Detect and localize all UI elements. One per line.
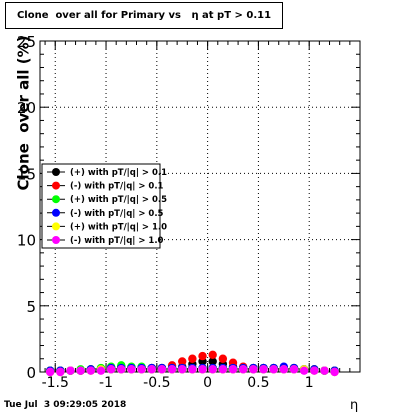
data-point	[249, 365, 258, 374]
data-point	[117, 365, 126, 374]
y-tick-label: 5	[26, 298, 36, 316]
data-point	[76, 366, 85, 375]
data-point	[320, 366, 329, 375]
legend: (+) with pT/|q| > 0.1 (-) with pT/|q| > 0…	[41, 163, 167, 249]
data-point	[289, 365, 299, 374]
x-tick-label: -1	[99, 375, 113, 391]
grid-lines	[40, 41, 360, 372]
y-tick-label: 20	[17, 99, 36, 117]
legend-label: (+) with pT/|q| > 0.5	[70, 195, 167, 205]
legend-label: (-) with pT/|q| > 0.5	[70, 209, 164, 219]
data-point	[147, 365, 156, 374]
data-point	[299, 366, 309, 375]
data-point	[218, 365, 228, 374]
data-point	[208, 357, 217, 366]
data-point	[188, 354, 197, 363]
chart-title: Clone over all for Primary vs η at pT > …	[5, 2, 283, 29]
data-point	[279, 365, 289, 374]
data-point	[86, 366, 95, 375]
x-tick-label: -0.5	[143, 375, 170, 391]
x-tick-label: 1	[305, 375, 314, 391]
data-point	[137, 365, 146, 374]
legend-marker	[52, 168, 60, 176]
x-axis-label: η	[350, 398, 359, 413]
x-tick-label: 0.5	[247, 375, 269, 391]
data-point	[178, 357, 187, 366]
data-point	[330, 367, 339, 377]
series-6	[45, 365, 339, 377]
data-point	[188, 365, 197, 374]
legend-marker	[52, 208, 60, 217]
legend-marker	[52, 195, 60, 204]
timestamp: Tue Jul 3 09:29:05 2018	[4, 400, 127, 410]
data-points	[45, 350, 339, 377]
data-point	[167, 365, 177, 374]
data-point	[178, 365, 187, 374]
data-point	[106, 365, 116, 374]
data-point	[56, 367, 65, 377]
data-point	[66, 366, 75, 375]
data-point	[269, 365, 278, 374]
data-point	[310, 366, 319, 375]
y-tick-label: 15	[17, 165, 36, 183]
data-point	[238, 365, 248, 374]
x-tick-label: -1.5	[42, 375, 69, 391]
data-point	[45, 367, 55, 377]
y-tick-label: 10	[17, 232, 36, 250]
y-axis-label: Clone over all (%)	[14, 35, 32, 191]
legend-label: (+) with pT/|q| > 1.0	[70, 222, 167, 232]
legend-label: (+) with pT/|q| > 0.1	[70, 168, 167, 178]
y-tick-label: 0	[26, 364, 36, 382]
data-point	[218, 354, 228, 363]
data-point	[157, 365, 167, 374]
legend-label: (-) with pT/|q| > 0.1	[70, 182, 164, 192]
legend-marker	[52, 222, 60, 231]
legend-label: (-) with pT/|q| > 1.0	[70, 236, 164, 246]
data-point	[228, 365, 238, 374]
data-point	[208, 350, 217, 359]
y-tick-label: 25	[17, 33, 36, 51]
legend-box	[41, 163, 161, 249]
data-point	[198, 365, 207, 374]
data-point	[208, 365, 217, 374]
x-tick-label: 0	[203, 375, 212, 391]
data-point	[96, 366, 106, 375]
legend-marker	[52, 236, 60, 244]
legend-marker	[52, 181, 60, 190]
data-point	[198, 351, 207, 361]
data-point	[127, 365, 136, 374]
data-point	[259, 365, 268, 374]
